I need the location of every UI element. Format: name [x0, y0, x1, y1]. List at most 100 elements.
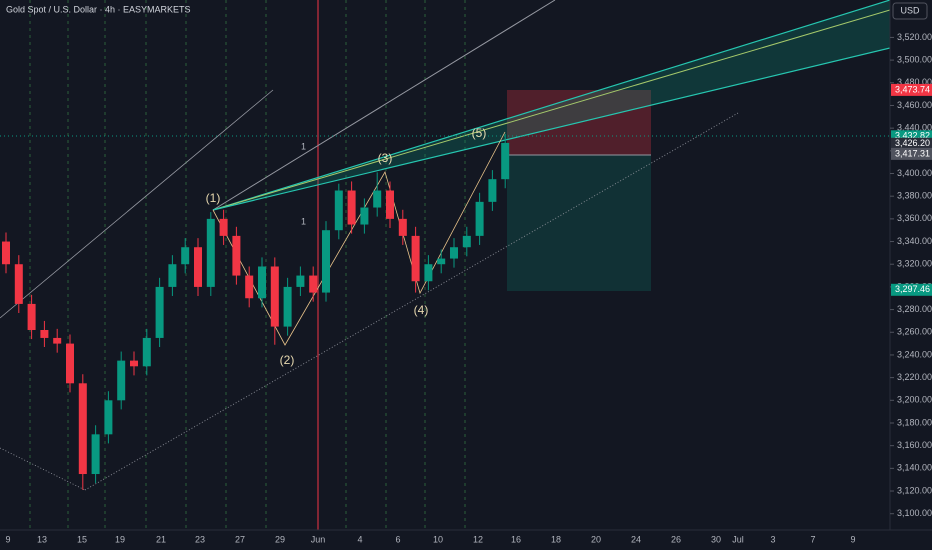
fan-line [212, 9, 891, 211]
y-tick-label: 3,240.00 [897, 349, 932, 359]
y-tick-label: 3,340.00 [897, 236, 932, 246]
y-tick-label: 3,140.00 [897, 463, 932, 473]
candle-body [40, 330, 49, 338]
candle-body [334, 190, 343, 231]
candle-body [296, 275, 305, 287]
candle-body [117, 360, 126, 401]
wave-label: (5) [472, 126, 487, 140]
y-tick-label: 3,100.00 [897, 508, 932, 518]
candle-body [386, 190, 394, 219]
candle-body [66, 343, 74, 384]
x-tick-label: 18 [551, 534, 561, 544]
x-tick-label: 9 [850, 534, 855, 544]
target-zone [507, 155, 651, 291]
candle-body [142, 337, 151, 367]
y-tick-label: 3,440.00 [897, 123, 932, 133]
candle-body [206, 218, 215, 287]
price-tag [891, 137, 932, 150]
candle-body [53, 337, 62, 344]
price-tag-label: 3,297.46 [895, 284, 930, 294]
x-tick-label: 29 [275, 534, 285, 544]
fan-line [212, 47, 891, 211]
x-tick-label: 26 [671, 534, 681, 544]
chart-title: Gold Spot / U.S. Dollar · 4h · EASYMARKE… [6, 4, 191, 14]
candle-body [270, 266, 279, 327]
y-tick-label: 3,120.00 [897, 485, 932, 495]
channel-top [0, 89, 274, 319]
channel-bottom [0, 447, 86, 491]
y-tick-label: 3,200.00 [897, 395, 932, 405]
candle-body [424, 264, 433, 282]
currency-button[interactable] [892, 2, 928, 20]
x-tick-label: 20 [591, 534, 601, 544]
candle-body [283, 286, 292, 327]
candle-body [322, 230, 330, 293]
x-tick-label: 30 [711, 534, 721, 544]
price-tag-label: 3,417.31 [895, 148, 930, 158]
candle-body [347, 190, 356, 225]
candle-body [437, 258, 446, 265]
price-tag [891, 147, 932, 160]
candle-body [130, 360, 138, 367]
candle-body [373, 190, 382, 208]
currency-label[interactable]: USD [900, 5, 920, 15]
y-tick-label: 3,260.00 [897, 327, 932, 337]
x-tick-label: 12 [473, 534, 483, 544]
candle-body [501, 142, 510, 180]
candle-body [258, 266, 266, 299]
candle-body [104, 400, 113, 435]
fan-label: 1 [301, 216, 306, 226]
y-tick-label: 3,520.00 [897, 32, 932, 42]
x-tick-label: 7 [810, 534, 815, 544]
candle-body [14, 264, 23, 304]
date-gridlines [29, 0, 466, 530]
candle-body [232, 235, 241, 276]
candle-body [181, 247, 190, 265]
y-tick-label: 3,180.00 [897, 417, 932, 427]
price-tag [891, 83, 932, 96]
candle-body [155, 286, 164, 338]
y-tick-label: 3,380.00 [897, 191, 932, 201]
wave-label: (4) [414, 303, 429, 317]
candle-body [450, 247, 458, 259]
fan-label: 1 [301, 141, 306, 151]
y-tick-label: 3,460.00 [897, 100, 932, 110]
x-tick-label: 3 [770, 534, 775, 544]
wave-label: (1) [206, 191, 221, 205]
x-tick-label: 24 [631, 534, 641, 544]
x-tick-label: 21 [156, 534, 166, 544]
y-tick-label: 3,500.00 [897, 54, 932, 64]
x-tick-label: 19 [115, 534, 125, 544]
wave-label: (3) [378, 151, 393, 165]
fan-line [212, 0, 556, 211]
x-tick-label: 10 [433, 534, 443, 544]
y-tick-label: 3,220.00 [897, 372, 932, 382]
candle-body [91, 434, 100, 475]
candle-body [78, 383, 87, 475]
y-tick-label: 3,320.00 [897, 259, 932, 269]
y-tick-label: 3,360.00 [897, 213, 932, 223]
candle-body [360, 207, 369, 225]
x-tick-label: 15 [77, 534, 87, 544]
wave-path [212, 131, 506, 346]
x-tick-label: 6 [395, 534, 400, 544]
y-tick-label: 3,160.00 [897, 440, 932, 450]
y-tick-label: 3,400.00 [897, 168, 932, 178]
candle-body [462, 235, 471, 248]
price-tag-label: 3,432.82 [895, 131, 930, 141]
y-tick-label: 3,280.00 [897, 304, 932, 314]
candles [2, 133, 510, 490]
candle-body [398, 218, 407, 236]
candle-body [411, 235, 420, 282]
candle-body [2, 241, 10, 265]
fan-line [212, 0, 891, 211]
candle-body [488, 179, 497, 202]
x-tick-label: 13 [37, 534, 47, 544]
candle-body [219, 218, 228, 236]
x-tick-label: 16 [511, 534, 521, 544]
x-tick-label: 9 [5, 534, 10, 544]
x-tick-label: Jul [732, 534, 744, 544]
wave-label: (2) [280, 353, 295, 367]
